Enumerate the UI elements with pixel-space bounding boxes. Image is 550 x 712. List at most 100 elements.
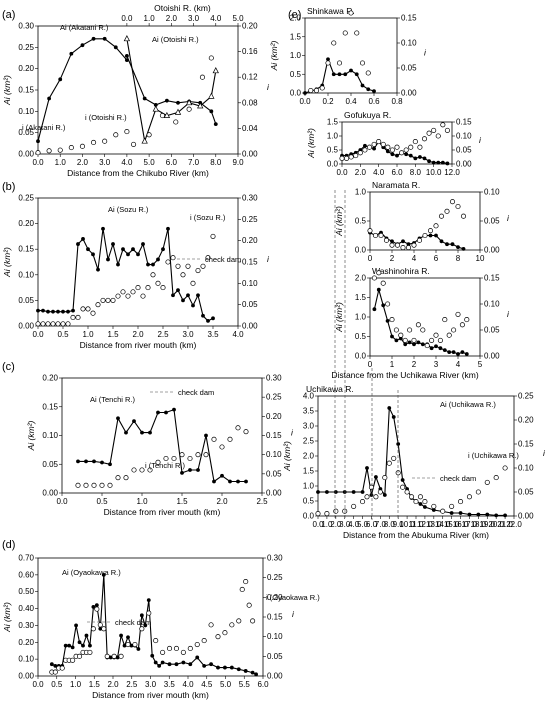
data-point [125,293,131,299]
annotation: Ai (Tenchi R.) [90,395,136,404]
data-point [243,669,248,673]
data-point [132,419,136,424]
data-point [385,149,390,154]
y2-tick-label: 0.05 [266,469,282,478]
x-tick-label: 4.5 [201,680,213,689]
y2-tick-label: 0.10 [484,188,500,197]
y-axis-label: Ai (km²) [2,602,12,633]
series-line [78,408,246,483]
data-point [369,493,374,497]
data-point [180,272,186,278]
data-point [131,467,137,473]
annotation: i (Tenchi R.) [145,461,186,470]
data-point [374,475,378,479]
y2-tick-label: 0.15 [456,118,472,127]
data-point [429,346,434,351]
x-tick-label: 3.5 [164,680,176,689]
data-point [450,242,455,247]
x-tick-label: 0.5 [51,680,63,689]
data-point [449,503,455,509]
data-point [460,350,465,354]
y2-axis-label: i [267,254,270,264]
x-tick-label: 3.0 [99,158,111,167]
data-point [141,242,145,246]
data-point [153,660,158,665]
panel-label-a: (a) [2,9,15,21]
y2-tick-label: 0.10 [401,39,417,48]
top-x-tick-label: 0.0 [121,14,133,23]
data-point [458,511,463,515]
data-point [423,505,427,509]
data-point [100,297,106,303]
x-tick-label: 9.0 [393,520,405,529]
y-tick-label: 0.10 [42,431,58,440]
x-tick-label: 6.0 [391,168,403,177]
data-point [442,317,448,323]
data-point [156,257,160,262]
data-point [411,242,417,248]
y2-tick-label: 0.04 [242,124,258,133]
data-point [385,319,390,323]
x-tick-label: 4 [456,360,461,369]
y-tick-label: 1.0 [290,51,302,60]
y2-tick-label: 0.16 [242,47,258,56]
x-tick-label: 5.5 [239,680,251,689]
annotation: check dam [115,618,151,627]
data-point [412,139,418,145]
x-tick-label: 2 [390,254,395,263]
data-point [116,416,120,421]
data-point [394,144,400,150]
data-point [250,618,256,624]
data-point [196,293,200,298]
data-point [417,494,424,500]
annotation: Ai (Sozu R.) [108,205,149,214]
y2-tick-label: 0.15 [484,274,500,283]
y-tick-label: 0.30 [18,22,34,31]
data-point [185,263,191,269]
data-point [235,425,241,431]
data-point [416,237,423,243]
y-tick-label: 0.0 [290,89,302,98]
y-tick-label: 0.05 [42,460,58,469]
data-point [434,344,438,349]
data-point [382,493,387,497]
data-point [342,30,348,36]
data-point [380,280,386,286]
data-point [94,606,100,612]
data-point [381,303,386,308]
y-axis-label: Ai (km²) [306,128,316,159]
data-point [94,603,99,608]
data-point [204,433,208,438]
x-tick-label: 14.0 [435,520,451,529]
data-point [367,228,373,234]
data-point [102,36,107,41]
annotation: check dam [440,474,476,483]
x-tick-label: 1.0 [321,520,333,529]
y2-tick-label: 0.15 [267,613,283,622]
x-tick-label: 20.0 [488,520,504,529]
data-point [344,155,350,161]
data-point [164,98,169,103]
data-point [124,430,128,435]
data-point [420,327,426,333]
data-point [223,665,227,670]
y2-axis-label: i [507,309,510,319]
data-point [111,653,117,659]
data-point [123,35,131,42]
data-point [84,633,89,638]
y2-tick-label: 0.05 [242,300,258,309]
data-point [386,460,392,466]
x-tick-label: 22.0 [506,520,522,529]
data-point [371,275,377,281]
x-tick-label: 0.2 [322,97,334,106]
data-point [220,473,224,478]
data-point [376,139,382,145]
y2-tick-label: 0.05 [484,326,500,335]
x-tick-label: 8 [456,254,461,263]
data-point [449,511,454,515]
data-point [348,154,354,160]
x-axis-label: Distance from river mouth (km) [92,690,209,700]
data-point [146,132,152,138]
data-point [418,155,422,159]
data-point [210,233,216,239]
